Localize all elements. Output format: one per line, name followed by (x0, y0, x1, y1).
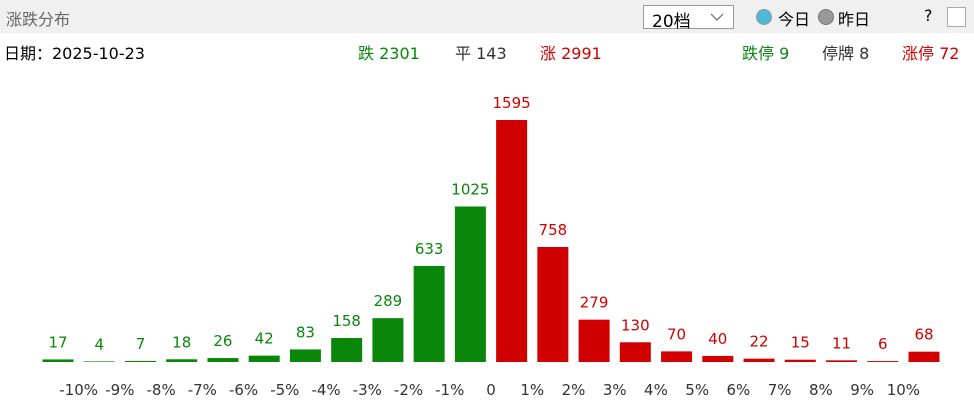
value-label: 130 (621, 316, 650, 334)
bar (619, 342, 651, 362)
dropdown[interactable]: 20档 (643, 5, 734, 32)
bar (826, 360, 858, 362)
x-tick-label: -4% (311, 381, 340, 399)
down-count: 跌 2301 (358, 44, 420, 63)
export-icon[interactable] (947, 7, 966, 27)
bar (166, 359, 198, 362)
bar (661, 351, 693, 362)
bar (207, 358, 239, 362)
value-label: 40 (708, 330, 727, 348)
suspended-count: 停牌 8 (822, 44, 870, 63)
x-tick-label: 8% (809, 381, 833, 399)
bar (83, 361, 115, 362)
bar (537, 246, 569, 362)
radio-today[interactable] (756, 9, 772, 25)
date: 日期：2025-10-23 (4, 44, 145, 63)
value-label: 17 (48, 333, 67, 351)
value-label: 26 (213, 332, 232, 350)
dropdown-value: 20档 (652, 12, 691, 32)
bar (372, 318, 404, 362)
value-label: 22 (750, 333, 769, 351)
bar (784, 359, 816, 362)
radio-yesterday[interactable] (818, 9, 834, 25)
limit-down-count: 跌停 9 (742, 44, 790, 63)
x-tick-label: 0 (486, 381, 496, 399)
x-tick-label: -9% (105, 381, 134, 399)
x-tick-label: -7% (188, 381, 217, 399)
value-label: 279 (580, 294, 609, 312)
value-label: 6 (878, 335, 888, 353)
up-count: 涨 2991 (540, 44, 602, 63)
value-label: 83 (296, 323, 315, 341)
value-label: 158 (332, 312, 361, 330)
panel-title: 涨跌分布 (6, 10, 71, 29)
bar (496, 120, 528, 362)
limit-up-count: 涨停 72 (902, 44, 960, 63)
bar (867, 361, 899, 362)
bar (331, 338, 363, 362)
radio-yesterday-label[interactable]: 昨日 (838, 10, 871, 29)
x-tick-label: -2% (394, 381, 423, 399)
x-tick-label: 4% (644, 381, 668, 399)
value-label: 633 (415, 240, 444, 258)
bar (743, 358, 775, 362)
x-tick-label: 5% (685, 381, 709, 399)
bar (124, 360, 156, 362)
x-tick-label: 9% (850, 381, 874, 399)
x-tick-label: -5% (270, 381, 299, 399)
radio-today-label[interactable]: 今日 (778, 10, 811, 29)
x-tick-label: 7% (768, 381, 792, 399)
value-label: 18 (172, 333, 191, 351)
x-tick-label: 2% (562, 381, 586, 399)
bar (413, 265, 445, 362)
x-tick-label: -8% (146, 381, 175, 399)
x-tick-label: -1% (435, 381, 464, 399)
value-label: 758 (539, 221, 568, 239)
bar (578, 319, 610, 362)
bar (454, 206, 486, 362)
x-tick-label: 6% (727, 381, 751, 399)
value-label: 1025 (451, 180, 489, 198)
flat-count: 平 143 (455, 44, 507, 63)
x-tick-label: 3% (603, 381, 627, 399)
value-label: 42 (255, 330, 274, 348)
title-bar (0, 0, 974, 33)
bar (248, 355, 280, 362)
help-button[interactable]: ? (924, 6, 933, 25)
value-label: 289 (374, 292, 403, 310)
bar (702, 355, 734, 362)
value-label: 70 (667, 325, 686, 343)
value-label: 1595 (493, 94, 531, 112)
value-label: 11 (832, 334, 851, 352)
x-tick-label: -6% (229, 381, 258, 399)
x-tick-label: 1% (520, 381, 544, 399)
value-label: 7 (136, 335, 146, 353)
value-label: 4 (94, 335, 104, 353)
bar (908, 351, 940, 362)
bar (289, 349, 321, 362)
x-tick-label: -10% (59, 381, 98, 399)
x-tick-label: -3% (353, 381, 382, 399)
value-label: 68 (914, 326, 933, 344)
bar (42, 359, 74, 362)
value-label: 15 (791, 334, 810, 352)
dropdown-arrow (710, 13, 724, 21)
x-tick-label: 10% (887, 381, 920, 399)
